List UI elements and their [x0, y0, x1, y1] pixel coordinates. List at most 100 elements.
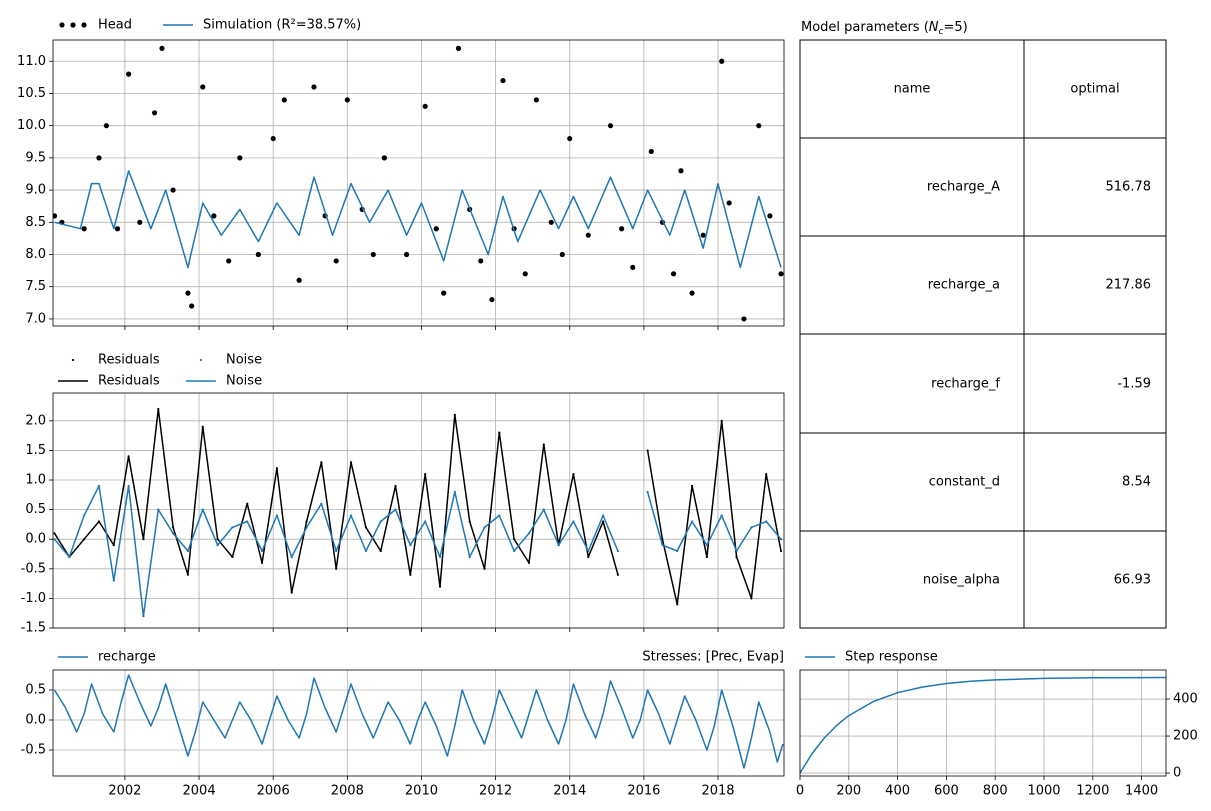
param-value: 516.78 — [1106, 180, 1152, 195]
y-tick-label: 200 — [1173, 729, 1198, 744]
y-tick-label: -1.5 — [21, 621, 46, 636]
x-tick-label: 1200 — [1076, 784, 1109, 799]
y-tick-label: 7.5 — [25, 279, 46, 294]
x-tick-label: 2012 — [479, 784, 512, 799]
column-header: name — [894, 82, 931, 97]
table-title: Model parameters (Nc=5) — [801, 20, 968, 37]
data-point — [478, 258, 484, 264]
data-point — [185, 290, 191, 296]
data-point — [96, 155, 102, 161]
legend-label: Residuals — [98, 353, 160, 368]
data-point — [296, 277, 302, 283]
data-point — [433, 226, 439, 232]
param-value: 66.93 — [1114, 573, 1151, 588]
data-point — [344, 97, 350, 103]
data-point — [778, 271, 784, 277]
y-tick-label: 8.0 — [25, 247, 46, 262]
x-tick-label: 2018 — [701, 784, 734, 799]
y-tick-label: 9.0 — [25, 183, 46, 198]
data-point — [533, 97, 539, 103]
plot-area — [53, 674, 784, 769]
data-point — [522, 271, 528, 277]
data-line — [53, 485, 782, 617]
param-table — [799, 39, 1167, 629]
y-tick-label: -0.5 — [21, 743, 46, 758]
legend-label: Simulation (R²=38.57%) — [203, 18, 361, 33]
data-line — [800, 676, 1166, 774]
y-tick-label: 1.5 — [25, 443, 46, 458]
data-point — [237, 155, 243, 161]
x-tick-label: 2004 — [183, 784, 216, 799]
data-point — [726, 200, 732, 206]
y-tick-label: 0 — [1173, 766, 1181, 781]
y-tick-label: 0.0 — [25, 712, 46, 727]
x-tick-label: 2008 — [331, 784, 364, 799]
param-value: 8.54 — [1122, 475, 1151, 490]
plot-area — [53, 45, 784, 322]
data-point — [81, 226, 87, 232]
axes-frame — [52, 669, 785, 777]
y-tick-label: 10.0 — [17, 118, 46, 133]
legend-marker — [81, 22, 87, 28]
title-suffix: =5) — [943, 20, 967, 35]
x-tick-label: 2016 — [627, 784, 660, 799]
y-tick-label: 2.0 — [25, 413, 46, 428]
legend-marker — [71, 358, 75, 362]
y-tick-label: 7.0 — [25, 311, 46, 326]
param-name: noise_alpha — [923, 573, 1000, 588]
data-point — [548, 219, 554, 225]
data-point — [255, 251, 261, 258]
y-tick-label: 8.5 — [25, 215, 46, 230]
y-tick-label: 400 — [1173, 692, 1198, 707]
data-point — [170, 187, 176, 193]
data-point — [103, 123, 109, 129]
data-point — [114, 226, 121, 232]
title-symbol: N — [929, 20, 939, 35]
title-subscript: c — [939, 27, 944, 37]
data-point — [226, 258, 232, 264]
param-value: -1.59 — [1117, 377, 1151, 392]
data-point — [689, 290, 695, 296]
data-point — [200, 84, 206, 90]
legend-marker — [70, 22, 76, 28]
legend-label: Noise — [226, 374, 262, 389]
data-point — [53, 213, 58, 219]
data-point — [270, 135, 276, 142]
data-point — [333, 258, 339, 264]
param-name: recharge_a — [928, 278, 1000, 293]
legend-marker — [59, 22, 65, 28]
data-point — [404, 251, 410, 258]
y-tick-label: 11.0 — [17, 54, 46, 69]
x-tick-label: 800 — [983, 784, 1008, 799]
x-tick-label: 600 — [934, 784, 959, 799]
axes-frame — [799, 669, 1167, 777]
column-header: optimal — [1070, 82, 1119, 97]
legend-marker — [199, 358, 203, 362]
x-tick-label: 2002 — [108, 784, 141, 799]
y-tick-label: 9.5 — [25, 150, 46, 165]
plot-area — [53, 407, 783, 618]
data-point — [211, 213, 217, 219]
param-name: constant_d — [929, 475, 1000, 490]
data-point — [455, 45, 462, 51]
data-line — [54, 170, 782, 269]
y-tick-label: -1.0 — [21, 591, 46, 606]
data-point — [311, 84, 317, 90]
axes-frame — [52, 39, 785, 327]
legend-label: Residuals — [98, 374, 160, 389]
data-point — [489, 296, 495, 303]
x-tick-label: 200 — [836, 784, 861, 799]
data-point — [126, 71, 132, 77]
data-point — [189, 303, 195, 309]
param-value: 217.86 — [1106, 278, 1152, 293]
data-point — [159, 45, 165, 51]
y-tick-label: 10.5 — [17, 86, 46, 101]
x-tick-label: 2010 — [405, 784, 438, 799]
x-tick-label: 0 — [796, 784, 804, 799]
data-point — [741, 316, 747, 322]
data-point — [370, 251, 376, 258]
axes-title: Stresses: [Prec, Evap] — [642, 650, 784, 665]
data-line — [53, 674, 784, 769]
data-point — [585, 232, 591, 238]
